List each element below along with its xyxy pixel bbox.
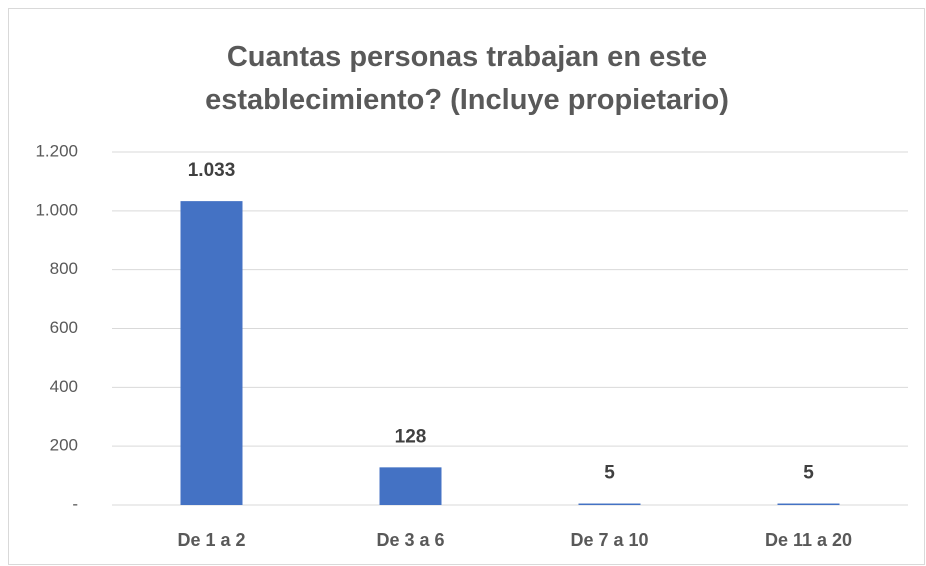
bar — [777, 503, 840, 505]
data-label: 1.033 — [188, 160, 236, 181]
x-tick-label: De 11 a 20 — [765, 530, 852, 550]
x-tick-label: De 1 a 2 — [177, 530, 245, 550]
data-label: 128 — [395, 426, 427, 447]
y-tick-label: 200 — [50, 436, 78, 455]
y-tick-label: 1.200 — [35, 141, 78, 160]
bar — [578, 503, 641, 505]
y-tick-label: 400 — [50, 377, 78, 396]
chart-frame — [8, 8, 925, 565]
chart-title: Cuantas personas trabajan en este establ… — [205, 41, 729, 116]
y-tick-label: 1.000 — [35, 200, 78, 219]
y-tick-label: - — [72, 494, 78, 513]
y-tick-label: 600 — [50, 318, 78, 337]
y-tick-label: 800 — [50, 259, 78, 278]
bar — [379, 467, 442, 505]
bar — [180, 201, 243, 505]
x-tick-label: De 7 a 10 — [570, 530, 648, 550]
data-label: 5 — [803, 463, 814, 484]
x-tick-label: De 3 a 6 — [376, 530, 444, 550]
data-label: 5 — [604, 463, 615, 484]
